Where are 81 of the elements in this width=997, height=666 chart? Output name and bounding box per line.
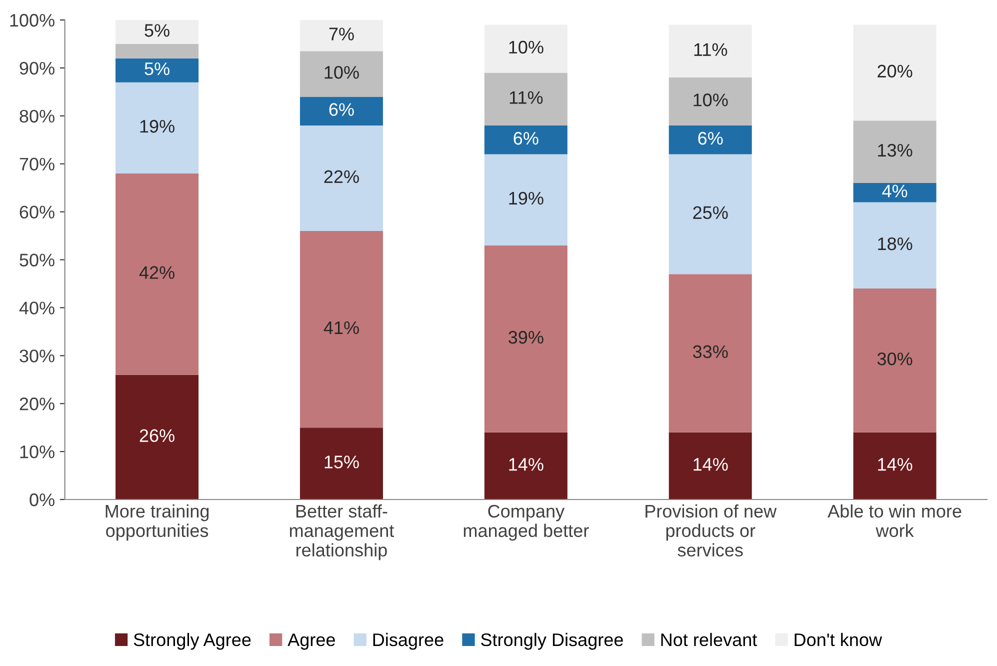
y-tick-label: 50% [20, 254, 54, 266]
x-tick-label: Better staff- management relationship [290, 504, 394, 560]
x-tick-label: Able to win more work [828, 504, 962, 538]
bar [484, 245, 568, 432]
data-label: 19% [140, 120, 174, 133]
bar [853, 120, 936, 184]
data-label: 33% [692, 345, 728, 358]
bar [300, 125, 383, 231]
data-label: 10% [324, 66, 359, 79]
data-label: 11% [510, 91, 543, 104]
legend-label: Not relevant [661, 632, 758, 646]
y-tick-label: 10% [20, 445, 54, 458]
bar [116, 374, 199, 500]
bar [484, 72, 568, 126]
legend-label: Strongly Agree [134, 632, 251, 650]
y-tick-label: 80% [20, 110, 54, 123]
bar [668, 274, 752, 432]
data-label: 5% [144, 24, 170, 37]
bar [484, 154, 568, 246]
data-label: 7% [329, 28, 354, 40]
data-label: 42% [139, 266, 174, 279]
bar [853, 288, 936, 432]
y-tick-label: 30% [20, 350, 54, 362]
legend-label: Agree [288, 634, 335, 650]
legend-label: Don't know [794, 632, 882, 646]
y-tick-label: 90% [20, 62, 54, 75]
data-label: 22% [324, 170, 359, 183]
data-label: 5% [144, 62, 170, 76]
data-label: 11% [694, 43, 728, 56]
data-label: 14% [509, 458, 544, 471]
bar [484, 432, 568, 500]
bar [668, 432, 752, 500]
x-tick-label: Company managed better [464, 504, 589, 541]
y-tick-label: 70% [20, 158, 54, 171]
bar [116, 20, 199, 44]
x-tick-label: Provision of new products or services [646, 504, 777, 557]
bar [853, 24, 936, 121]
data-label: 14% [694, 458, 728, 471]
data-label: 39% [508, 330, 544, 344]
data-label: 20% [878, 64, 912, 78]
y-tick-label: 60% [20, 206, 54, 219]
data-label: 14% [878, 458, 912, 471]
data-label: 13% [878, 144, 912, 157]
bar [853, 202, 936, 289]
bar [116, 173, 199, 375]
y-tick-label: 20% [20, 398, 54, 410]
bar [300, 51, 383, 97]
data-label: 4% [882, 184, 908, 198]
bar [484, 24, 568, 73]
data-label: 15% [324, 456, 359, 468]
bar [116, 82, 199, 174]
y-tick-label: 40% [19, 302, 54, 314]
data-label: 6% [698, 132, 723, 145]
bar [668, 125, 752, 154]
bar [668, 78, 752, 126]
bar [668, 24, 752, 78]
data-label: 30% [877, 352, 912, 366]
legend-label: Disagree [373, 632, 444, 650]
bar [300, 20, 383, 52]
bar [853, 183, 936, 202]
data-label: 10% [509, 40, 544, 54]
y-tick-label: 100% [10, 14, 54, 27]
data-label: 10% [694, 94, 728, 106]
bar [116, 44, 199, 58]
data-label: 25% [693, 206, 728, 220]
bar [300, 230, 383, 428]
bar [116, 58, 199, 82]
bar [300, 428, 383, 500]
legend-label: Strongly Disagree [481, 632, 623, 650]
bar [668, 154, 752, 274]
y-tick-label: 0% [30, 493, 54, 506]
bar [853, 432, 936, 500]
data-label: 6% [514, 132, 538, 145]
bar [484, 125, 568, 154]
data-label: 19% [509, 192, 544, 205]
data-label: 41% [324, 321, 359, 334]
data-label: 18% [878, 237, 912, 250]
data-label: 6% [329, 103, 354, 116]
x-tick-label: More training opportunities [106, 504, 209, 541]
data-label: 26% [140, 429, 174, 442]
bar [300, 96, 383, 126]
